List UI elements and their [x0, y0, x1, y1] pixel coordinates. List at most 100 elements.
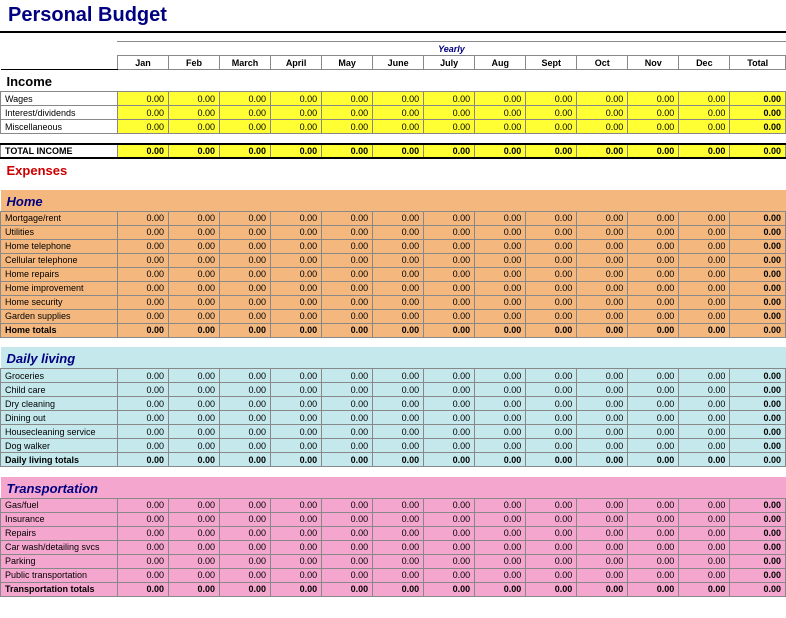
cell[interactable]: 0.00	[679, 498, 730, 512]
cell[interactable]: 0.00	[526, 239, 577, 253]
cell[interactable]: 0.00	[322, 267, 373, 281]
cell[interactable]: 0.00	[526, 425, 577, 439]
cell[interactable]: 0.00	[679, 582, 730, 596]
cell[interactable]: 0.00	[628, 411, 679, 425]
cell[interactable]: 0.00	[271, 498, 322, 512]
cell[interactable]: 0.00	[322, 253, 373, 267]
cell[interactable]: 0.00	[475, 411, 526, 425]
cell[interactable]: 0.00	[424, 582, 475, 596]
cell[interactable]: 0.00	[628, 582, 679, 596]
cell[interactable]: 0.00	[526, 397, 577, 411]
cell[interactable]: 0.00	[475, 281, 526, 295]
cell[interactable]: 0.00	[577, 554, 628, 568]
cell[interactable]: 0.00	[220, 425, 271, 439]
cell[interactable]: 0.00	[220, 225, 271, 239]
cell[interactable]: 0.00	[424, 239, 475, 253]
cell[interactable]: 0.00	[271, 383, 322, 397]
cell[interactable]: 0.00	[271, 267, 322, 281]
cell[interactable]: 0.00	[577, 526, 628, 540]
cell[interactable]: 0.00	[475, 526, 526, 540]
cell[interactable]: 0.00	[322, 582, 373, 596]
cell[interactable]: 0.00	[220, 411, 271, 425]
cell[interactable]: 0.00	[271, 540, 322, 554]
cell[interactable]: 0.00	[373, 309, 424, 323]
cell[interactable]: 0.00	[169, 225, 220, 239]
cell[interactable]: 0.00	[117, 309, 168, 323]
cell[interactable]: 0.00	[169, 540, 220, 554]
cell[interactable]: 0.00	[373, 225, 424, 239]
cell[interactable]: 0.00	[169, 120, 220, 134]
cell[interactable]: 0.00	[526, 512, 577, 526]
cell[interactable]: 0.00	[169, 512, 220, 526]
cell[interactable]: 0.00	[526, 411, 577, 425]
cell[interactable]: 0.00	[526, 295, 577, 309]
cell[interactable]: 0.00	[117, 540, 168, 554]
cell[interactable]: 0.00	[679, 425, 730, 439]
cell[interactable]: 0.00	[475, 92, 526, 106]
cell[interactable]: 0.00	[117, 439, 168, 453]
cell[interactable]: 0.00	[373, 568, 424, 582]
cell[interactable]: 0.00	[373, 106, 424, 120]
cell[interactable]: 0.00	[577, 411, 628, 425]
cell[interactable]: 0.00	[577, 295, 628, 309]
cell[interactable]: 0.00	[117, 526, 168, 540]
cell[interactable]: 0.00	[424, 540, 475, 554]
cell[interactable]: 0.00	[271, 323, 322, 337]
cell[interactable]: 0.00	[628, 540, 679, 554]
cell[interactable]: 0.00	[271, 144, 322, 158]
cell[interactable]: 0.00	[373, 411, 424, 425]
cell[interactable]: 0.00	[117, 453, 168, 467]
cell[interactable]: 0.00	[169, 267, 220, 281]
cell[interactable]: 0.00	[628, 554, 679, 568]
cell[interactable]: 0.00	[679, 281, 730, 295]
cell[interactable]: 0.00	[271, 253, 322, 267]
cell[interactable]: 0.00	[628, 397, 679, 411]
cell[interactable]: 0.00	[220, 253, 271, 267]
cell[interactable]: 0.00	[679, 411, 730, 425]
cell[interactable]: 0.00	[628, 281, 679, 295]
cell[interactable]: 0.00	[526, 554, 577, 568]
cell[interactable]: 0.00	[373, 512, 424, 526]
cell[interactable]: 0.00	[322, 512, 373, 526]
cell[interactable]: 0.00	[475, 211, 526, 225]
cell[interactable]: 0.00	[526, 309, 577, 323]
cell[interactable]: 0.00	[220, 281, 271, 295]
cell[interactable]: 0.00	[271, 295, 322, 309]
cell[interactable]: 0.00	[169, 309, 220, 323]
cell[interactable]: 0.00	[373, 540, 424, 554]
cell[interactable]: 0.00	[117, 267, 168, 281]
cell[interactable]: 0.00	[424, 144, 475, 158]
cell[interactable]: 0.00	[271, 411, 322, 425]
cell[interactable]: 0.00	[169, 144, 220, 158]
cell[interactable]: 0.00	[475, 425, 526, 439]
cell[interactable]: 0.00	[424, 453, 475, 467]
cell[interactable]: 0.00	[220, 92, 271, 106]
cell[interactable]: 0.00	[424, 267, 475, 281]
cell[interactable]: 0.00	[322, 540, 373, 554]
cell[interactable]: 0.00	[679, 568, 730, 582]
cell[interactable]: 0.00	[424, 106, 475, 120]
cell[interactable]: 0.00	[577, 383, 628, 397]
cell[interactable]: 0.00	[117, 323, 168, 337]
cell[interactable]: 0.00	[475, 144, 526, 158]
cell[interactable]: 0.00	[220, 106, 271, 120]
cell[interactable]: 0.00	[117, 383, 168, 397]
cell[interactable]: 0.00	[526, 568, 577, 582]
cell[interactable]: 0.00	[577, 309, 628, 323]
cell[interactable]: 0.00	[577, 439, 628, 453]
cell[interactable]: 0.00	[169, 323, 220, 337]
cell[interactable]: 0.00	[679, 397, 730, 411]
cell[interactable]: 0.00	[679, 211, 730, 225]
cell[interactable]: 0.00	[322, 554, 373, 568]
cell[interactable]: 0.00	[526, 582, 577, 596]
cell[interactable]: 0.00	[424, 568, 475, 582]
cell[interactable]: 0.00	[577, 253, 628, 267]
cell[interactable]: 0.00	[322, 281, 373, 295]
cell[interactable]: 0.00	[475, 323, 526, 337]
cell[interactable]: 0.00	[220, 439, 271, 453]
cell[interactable]: 0.00	[475, 582, 526, 596]
cell[interactable]: 0.00	[424, 281, 475, 295]
cell[interactable]: 0.00	[373, 211, 424, 225]
cell[interactable]: 0.00	[577, 397, 628, 411]
cell[interactable]: 0.00	[577, 120, 628, 134]
